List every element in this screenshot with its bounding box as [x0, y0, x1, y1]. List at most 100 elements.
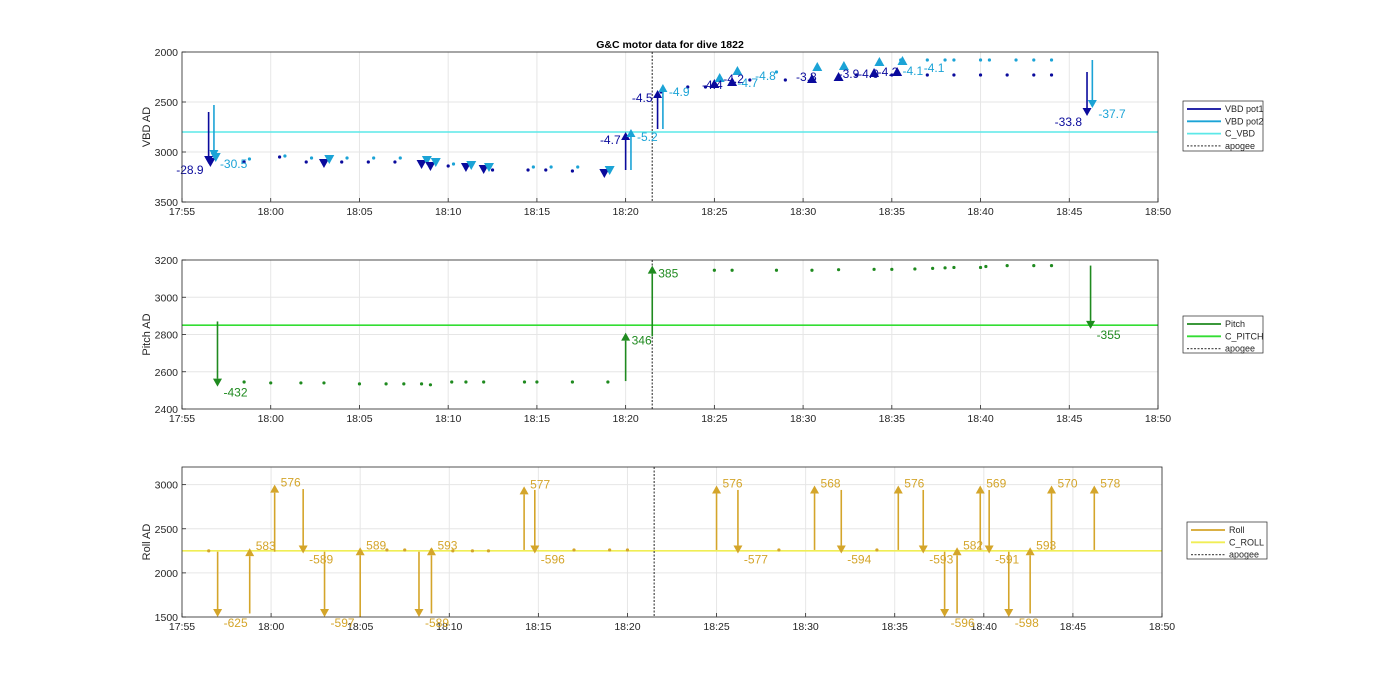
- roll-legend-box: [1186, 521, 1268, 560]
- roll-move-label: -594: [847, 552, 871, 566]
- pitch-point: [890, 267, 894, 271]
- roll-move-label: 583: [256, 539, 276, 553]
- roll-xtick-label: 18:40: [971, 621, 997, 633]
- pitch-move-label: 385: [658, 267, 678, 281]
- vbd-pot1-move-label: -4.7: [600, 133, 621, 147]
- roll-move-label: -598: [1015, 616, 1039, 630]
- vbd-pot2-marker: [897, 56, 908, 65]
- roll-xtick-label: 18:00: [258, 621, 284, 633]
- vbd-pot2-marker: [466, 161, 477, 170]
- vbd-pot2-point: [1014, 58, 1018, 62]
- roll-move-arrow-head: [893, 485, 903, 494]
- annotation-label: -4.8: [755, 69, 776, 83]
- pitch-move-label: -355: [1097, 328, 1121, 342]
- pitch-move-arrow-head: [1086, 320, 1096, 329]
- vbd-xtick-label: 18:35: [879, 206, 905, 218]
- vbd-pot2-move-arrow-head: [209, 150, 219, 158]
- pitch-xtick-label: 18:10: [435, 413, 461, 425]
- vbd-pot1-move-label: -33.8: [1055, 115, 1083, 129]
- roll-move-arrow-head: [733, 545, 743, 554]
- roll-xtick-label: 18:20: [614, 621, 640, 633]
- roll-ytick-label: 3000: [155, 480, 179, 492]
- vbd-pot2-point: [1032, 58, 1036, 62]
- roll-move-label: 576: [723, 477, 743, 491]
- vbd-pot1-move-label: -28.9: [176, 163, 204, 177]
- pitch-move-label: -432: [223, 386, 247, 400]
- vbd-pot1-marker: [869, 68, 880, 77]
- roll-ylabel: Roll AD: [141, 524, 153, 561]
- vbd-pot2-point: [309, 156, 314, 160]
- vbd-pot1-point: [703, 85, 708, 89]
- pitch-point: [931, 266, 935, 270]
- vbd-ytick-label: 2000: [155, 47, 179, 59]
- pitch-point: [730, 268, 734, 272]
- pitch-point: [242, 380, 246, 384]
- annotation-label: -4.1: [902, 64, 923, 78]
- vbd-pot2-marker: [324, 155, 335, 164]
- pitch-point: [357, 382, 362, 386]
- roll-move-arrow-head: [1004, 609, 1014, 617]
- pitch-point: [1049, 263, 1054, 268]
- vbd-xtick-label: 17:55: [169, 206, 195, 218]
- pitch-point: [1005, 263, 1009, 268]
- pitch-xtick-label: 18:15: [524, 413, 550, 425]
- annotation-label: -4.2: [878, 65, 899, 79]
- roll-move-label: 593: [1036, 538, 1056, 552]
- vbd-xtick-label: 18:20: [612, 206, 638, 218]
- vbd-pot2-point: [576, 165, 580, 169]
- roll-plot-area: [182, 467, 1162, 617]
- legend-label-pitch: Pitch: [1225, 319, 1245, 329]
- annotation-label: -4.0: [858, 67, 879, 81]
- roll-move-arrow-head: [414, 609, 424, 617]
- vbd-pot2-point: [549, 165, 553, 169]
- legend-label-vbd-pot1: VBD pot1: [1225, 104, 1264, 114]
- pitch-point: [1032, 263, 1036, 268]
- roll-move-arrow-head: [355, 547, 365, 556]
- pitch-point: [952, 265, 956, 270]
- pitch-point: [269, 381, 273, 385]
- roll-xtick-label: 18:25: [703, 621, 729, 633]
- vbd-pot2-point: [1049, 58, 1054, 62]
- roll-move-arrow-head: [952, 547, 962, 556]
- pitch-xtick-label: 18:05: [346, 413, 372, 425]
- pitch-point: [402, 382, 406, 386]
- pitch-ytick-label: 3200: [155, 255, 179, 267]
- pitch-xtick-label: 18:40: [967, 413, 993, 425]
- annotation-label: -4.4: [702, 78, 723, 92]
- pitch-point: [712, 268, 716, 272]
- legend-label-c-roll: C_ROLL: [1229, 537, 1264, 547]
- roll-move-label: 582: [963, 538, 983, 552]
- vbd-pot1-point: [783, 78, 787, 82]
- pitch-point: [978, 265, 983, 270]
- roll-xtick-label: 17:55: [169, 621, 195, 633]
- roll-move-arrow-head: [984, 545, 994, 554]
- vbd-ylabel: VBD AD: [141, 107, 153, 147]
- annotation-label: -4.1: [924, 61, 945, 75]
- roll-xtick-label: 18:15: [525, 621, 551, 633]
- roll-move-arrow-head: [213, 609, 223, 617]
- legend-label-roll: Roll: [1229, 525, 1245, 535]
- pitch-point: [522, 380, 527, 384]
- roll-move-label: -593: [929, 552, 953, 566]
- vbd-xtick-label: 18:10: [435, 206, 461, 218]
- roll-move-arrow-head: [975, 485, 985, 494]
- vbd-pot1-marker: [425, 162, 436, 171]
- vbd-pot1-point: [366, 160, 370, 164]
- pitch-point: [419, 382, 424, 386]
- vbd-pot1-marker: [478, 165, 489, 174]
- vbd-pot1-point: [304, 160, 308, 164]
- pitch-point: [774, 268, 779, 272]
- roll-move-arrow-head: [810, 485, 820, 494]
- vbd-pot1-marker: [892, 67, 903, 76]
- pitch-point: [943, 266, 947, 270]
- vbd-pot2-move-arrow-head: [626, 129, 636, 137]
- roll-ytick-label: 2500: [155, 524, 179, 536]
- vbd-ytick-label: 2500: [155, 97, 179, 109]
- pitch-point: [384, 382, 388, 386]
- vbd-pot2-point: [372, 156, 376, 160]
- vbd-xtick-label: 18:15: [524, 206, 550, 218]
- vbd-pot1-point: [686, 85, 690, 89]
- pitch-ytick-label: 2800: [155, 330, 179, 342]
